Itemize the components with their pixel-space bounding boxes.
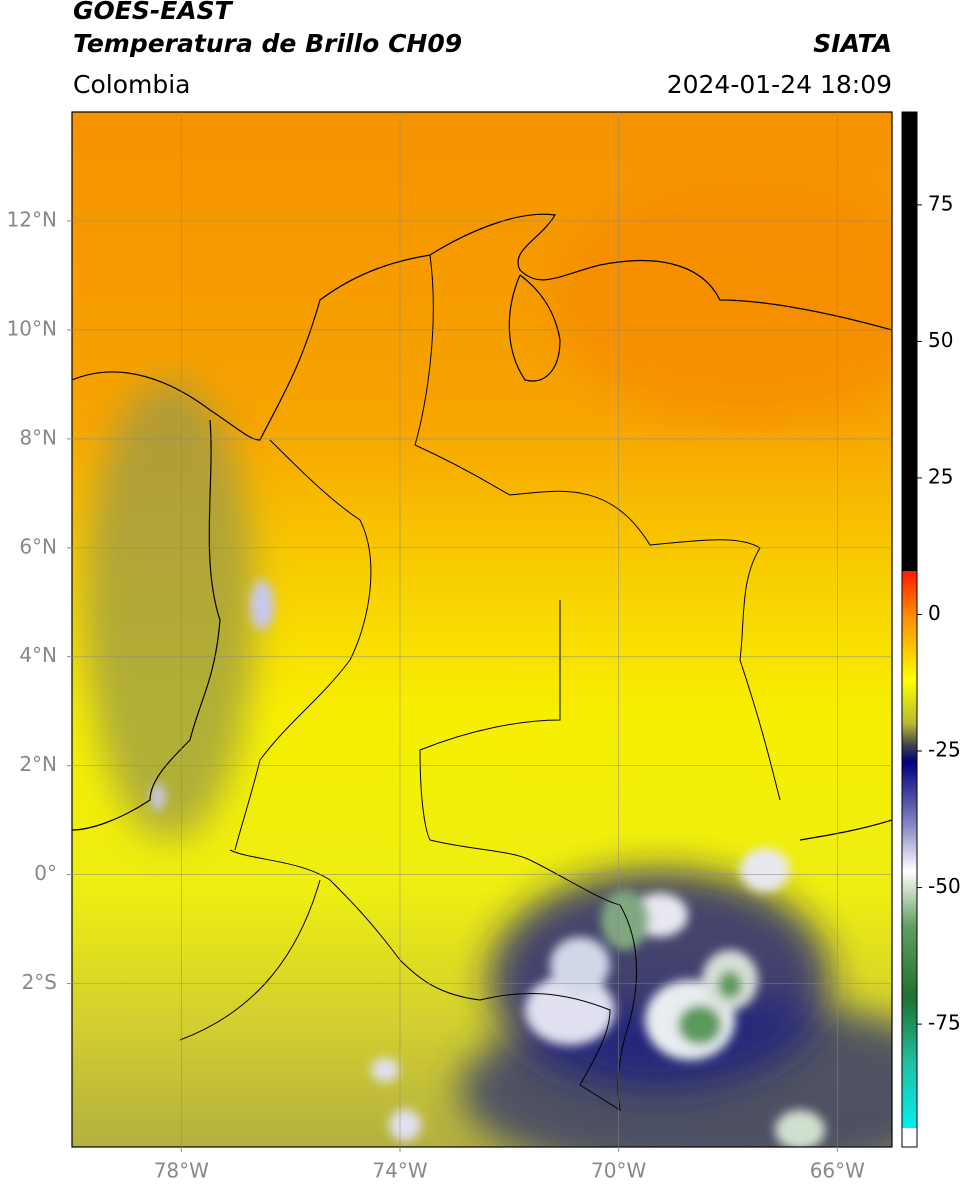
colorbar-label: 25	[928, 464, 953, 488]
datetime: 2024-01-24 18:09	[667, 70, 892, 99]
x-tick-label: 74°W	[372, 1159, 427, 1183]
x-tick-label: 78°W	[154, 1159, 209, 1183]
colorbar-label: 75	[928, 191, 953, 215]
coastlines	[72, 213, 892, 841]
map-frame	[71, 111, 893, 1148]
x-tick-label: 66°W	[810, 1159, 865, 1183]
y-tick-label: 2°N	[19, 752, 57, 776]
title: GOES-EAST	[73, 0, 234, 25]
x-tick-label: 70°W	[591, 1159, 646, 1183]
colorbar-label: -50	[928, 874, 961, 898]
map-image	[72, 112, 892, 1147]
cloud-tops	[151, 580, 825, 1147]
y-tick-label: 6°N	[19, 534, 57, 558]
colorbar-label: -25	[928, 738, 961, 762]
y-tick-label: 0°	[34, 861, 57, 885]
cloud-region	[85, 380, 255, 840]
y-tick-label: 4°N	[19, 643, 57, 667]
colorbar-label: 0	[928, 601, 941, 625]
warm-region	[550, 180, 892, 420]
y-tick-label: 10°N	[7, 316, 57, 340]
colorbar-label: -75	[928, 1011, 961, 1035]
y-tick-label: 8°N	[19, 425, 57, 449]
colorbar-label: 50	[928, 328, 953, 352]
y-tick-label: 12°N	[7, 207, 57, 231]
region: Colombia	[73, 70, 190, 99]
y-tick-label: 2°S	[22, 970, 57, 994]
subtitle: Temperatura de Brillo CH09	[73, 29, 462, 58]
colorbar	[901, 111, 918, 1148]
borders	[179, 254, 781, 1112]
source: SIATA	[813, 29, 892, 58]
